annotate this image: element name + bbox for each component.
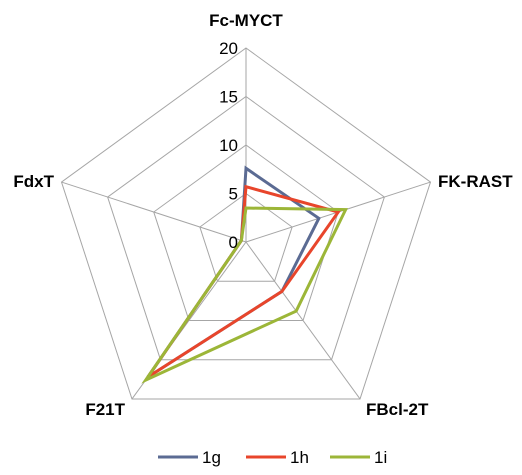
grid-ring-20 [60, 47, 432, 400]
tick-label-20: 20 [219, 39, 238, 58]
grid-ring-5 [199, 192, 293, 282]
spoke-2 [245, 241, 361, 400]
tick-label-10: 10 [219, 136, 238, 155]
axis-label-fc-myct: Fc-MYCT [209, 11, 283, 30]
axis-label-fk-rast: FK-RAST [438, 172, 513, 191]
series-layer [141, 165, 349, 384]
grid-ring-15 [107, 95, 385, 361]
tick-label-0: 0 [229, 233, 238, 252]
tick-labels: 0 5 10 15 20 [219, 39, 238, 252]
axis-label-fbcl-2t: FBcl-2T [366, 400, 429, 419]
legend-label-1i: 1i [374, 448, 387, 467]
grid [60, 47, 432, 400]
legend: 1g 1h 1i [158, 448, 387, 467]
tick-label-15: 15 [219, 88, 238, 107]
tick-label-5: 5 [229, 185, 238, 204]
series-line-1i [141, 206, 349, 384]
axis-label-f21t: F21T [85, 400, 125, 419]
axis-labels: Fc-MYCT FK-RAST FBcl-2T F21T FdxT [13, 11, 513, 419]
legend-label-1h: 1h [290, 448, 309, 467]
spoke-4 [61, 181, 247, 243]
legend-label-1g: 1g [202, 448, 221, 467]
axis-label-fdxt: FdxT [13, 172, 54, 191]
grid-ring-10 [153, 144, 339, 321]
